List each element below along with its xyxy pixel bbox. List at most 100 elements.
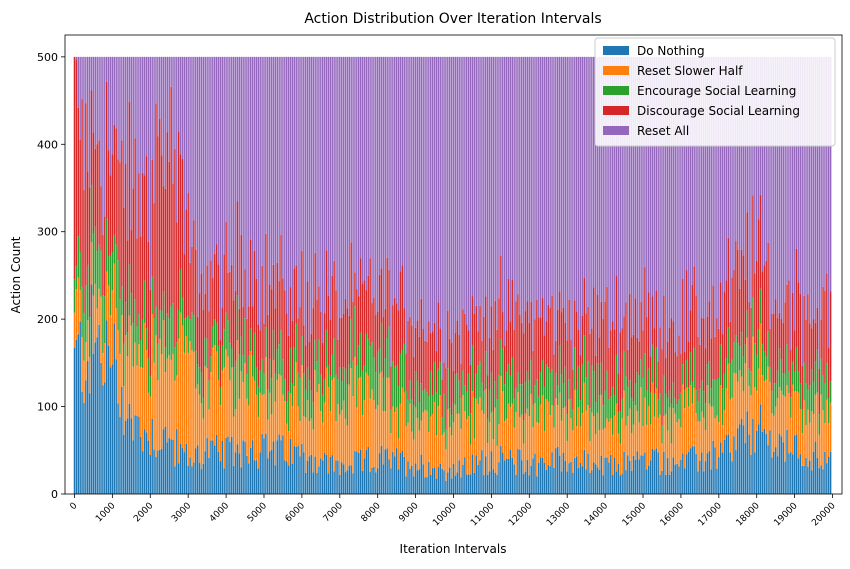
bar-segment-reset-all	[494, 56, 496, 301]
bar-segment-discourage-social-learning	[92, 132, 95, 234]
legend-swatch	[603, 126, 629, 135]
bar-segment-encourage-social-learning	[801, 409, 803, 434]
bar-segment-encourage-social-learning	[592, 371, 595, 417]
bar-segment-discourage-social-learning	[138, 173, 140, 314]
bar-segment-discourage-social-learning	[210, 260, 212, 357]
bar-segment-do-nothing	[814, 441, 817, 494]
bar-segment-reset-slower-half	[814, 394, 817, 442]
bar-segment-reset-all	[598, 56, 601, 338]
bar-segment-encourage-social-learning	[94, 226, 97, 284]
bar-segment-reset-all	[278, 56, 280, 282]
bar-segment-reset-slower-half	[701, 411, 703, 453]
bar-segment-encourage-social-learning	[513, 398, 515, 428]
bar-segment-discourage-social-learning	[437, 302, 440, 369]
bar-segment-reset-all	[428, 56, 430, 322]
bar-segment-discourage-social-learning	[113, 124, 116, 235]
bar-segment-encourage-social-learning	[689, 352, 692, 386]
bar-segment-reset-all	[117, 56, 119, 160]
bar-segment-discourage-social-learning	[196, 316, 199, 365]
bar-segment-encourage-social-learning	[632, 401, 635, 425]
bar-segment-discourage-social-learning	[566, 340, 568, 415]
bar-segment-reset-slower-half	[822, 410, 824, 470]
bar-segment-reset-slower-half	[623, 390, 625, 452]
bar-segment-do-nothing	[475, 455, 477, 494]
bar-segment-encourage-social-learning	[369, 346, 371, 399]
bar-segment-reset-slower-half	[424, 409, 426, 478]
bar-segment-reset-all	[221, 56, 224, 308]
bar-segment-do-nothing	[219, 461, 222, 494]
bar-segment-do-nothing	[392, 452, 394, 494]
bar-segment-reset-all	[714, 56, 716, 337]
bar-segment-reset-slower-half	[140, 367, 142, 437]
bar-segment-encourage-social-learning	[409, 380, 411, 404]
bar-segment-do-nothing	[665, 474, 667, 494]
bar-segment-encourage-social-learning	[748, 368, 750, 386]
x-tick-label: 9000	[397, 501, 420, 524]
bar-segment-encourage-social-learning	[623, 351, 625, 391]
bar-segment-reset-slower-half	[502, 391, 504, 453]
bar-segment-discourage-social-learning	[500, 255, 502, 340]
bar-segment-reset-slower-half	[327, 387, 330, 474]
bar-segment-discourage-social-learning	[587, 306, 589, 362]
bar-segment-reset-all	[477, 56, 479, 332]
bar-segment-encourage-social-learning	[403, 343, 405, 393]
bar-segment-discourage-social-learning	[168, 161, 170, 319]
bar-segment-encourage-social-learning	[782, 373, 784, 395]
bar-segment-reset-slower-half	[577, 407, 580, 468]
bar-segment-reset-slower-half	[602, 429, 604, 476]
bar-segment-reset-all	[509, 56, 512, 322]
bar-segment-reset-all	[219, 56, 222, 341]
bar-segment-reset-slower-half	[94, 283, 97, 343]
bar-segment-reset-slower-half	[829, 402, 832, 452]
bar-segment-discourage-social-learning	[778, 312, 781, 349]
bar-segment-encourage-social-learning	[731, 359, 733, 398]
bar-segment-reset-all	[270, 56, 273, 290]
bar-segment-do-nothing	[492, 469, 495, 494]
bar-segment-reset-slower-half	[208, 409, 210, 458]
bar-segment-do-nothing	[376, 468, 379, 494]
bar-segment-do-nothing	[198, 463, 201, 494]
bar-segment-reset-slower-half	[702, 417, 705, 472]
bar-segment-discourage-social-learning	[87, 171, 89, 265]
bar-segment-reset-all	[100, 56, 102, 187]
bar-segment-encourage-social-learning	[674, 398, 676, 414]
bar-segment-reset-slower-half	[212, 347, 214, 441]
bar-segment-reset-all	[132, 56, 134, 189]
bar-segment-discourage-social-learning	[714, 336, 716, 380]
bar-segment-reset-slower-half	[227, 356, 229, 437]
bar-segment-reset-slower-half	[107, 285, 110, 346]
bar-segment-reset-all	[348, 56, 351, 316]
bar-segment-do-nothing	[174, 466, 176, 494]
bar-segment-discourage-social-learning	[130, 230, 133, 294]
bar-segment-reset-all	[371, 56, 373, 304]
bar-segment-reset-all	[627, 56, 629, 350]
bar-segment-reset-slower-half	[803, 400, 805, 466]
bar-segment-do-nothing	[575, 456, 578, 494]
bar-segment-reset-slower-half	[651, 382, 654, 449]
bar-segment-do-nothing	[467, 474, 470, 494]
bar-segment-discourage-social-learning	[575, 311, 578, 390]
bar-segment-discourage-social-learning	[340, 317, 343, 382]
bar-segment-do-nothing	[231, 436, 233, 494]
bar-segment-reset-all	[761, 56, 764, 272]
bar-segment-reset-all	[320, 56, 322, 312]
bar-segment-reset-all	[663, 56, 665, 296]
bar-segment-reset-all	[439, 56, 441, 329]
bar-segment-reset-slower-half	[270, 414, 273, 450]
bar-segment-encourage-social-learning	[295, 323, 297, 363]
bar-segment-reset-slower-half	[555, 398, 557, 449]
bar-segment-discourage-social-learning	[371, 303, 373, 343]
chart-title: Action Distribution Over Iteration Inter…	[304, 11, 601, 27]
bar-segment-reset-slower-half	[314, 370, 316, 457]
bar-segment-reset-slower-half	[810, 411, 813, 471]
bar-segment-reset-slower-half	[725, 388, 728, 436]
bar-segment-discourage-social-learning	[395, 303, 398, 366]
bar-segment-encourage-social-learning	[807, 389, 809, 410]
bar-segment-reset-all	[536, 56, 538, 300]
bar-segment-discourage-social-learning	[479, 305, 481, 362]
bar-segment-reset-slower-half	[748, 385, 750, 435]
bar-segment-reset-slower-half	[359, 376, 362, 450]
bar-segment-reset-all	[623, 56, 625, 317]
x-tick-label: 6000	[284, 501, 307, 524]
bar-segment-discourage-social-learning	[399, 271, 402, 354]
